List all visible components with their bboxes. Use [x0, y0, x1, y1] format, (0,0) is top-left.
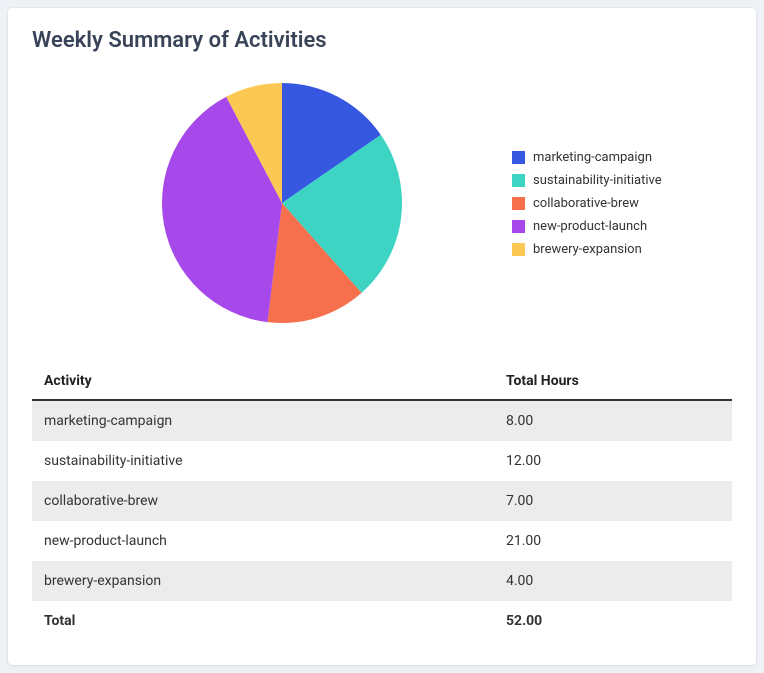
activity-cell: sustainability-initiative [32, 441, 494, 481]
hours-cell: 4.00 [494, 561, 732, 601]
legend-label: new-product-launch [533, 219, 647, 234]
legend-item: sustainability-initiative [512, 173, 662, 188]
table-row: new-product-launch21.00 [32, 521, 732, 561]
hours-cell: 21.00 [494, 521, 732, 561]
table-row: collaborative-brew7.00 [32, 481, 732, 521]
legend-label: marketing-campaign [533, 150, 652, 165]
legend-swatch [512, 220, 525, 233]
legend-item: collaborative-brew [512, 196, 662, 211]
table-header-row: Activity Total Hours [32, 363, 732, 400]
legend: marketing-campaign sustainability-initiat… [512, 150, 662, 257]
chart-row: marketing-campaign sustainability-initiat… [32, 73, 732, 353]
legend-label: brewery-expansion [533, 242, 642, 257]
table-row: sustainability-initiative12.00 [32, 441, 732, 481]
legend-item: new-product-launch [512, 219, 662, 234]
summary-card: Weekly Summary of Activities marketing-c… [8, 8, 756, 665]
activity-cell: marketing-campaign [32, 400, 494, 441]
col-hours-header: Total Hours [494, 363, 732, 400]
table-row: brewery-expansion4.00 [32, 561, 732, 601]
total-label: Total [32, 601, 494, 641]
legend-item: brewery-expansion [512, 242, 662, 257]
legend-swatch [512, 151, 525, 164]
activity-cell: new-product-launch [32, 521, 494, 561]
hours-cell: 12.00 [494, 441, 732, 481]
hours-cell: 8.00 [494, 400, 732, 441]
card-title: Weekly Summary of Activities [32, 28, 732, 53]
activity-cell: brewery-expansion [32, 561, 494, 601]
legend-swatch [512, 197, 525, 210]
legend-swatch [512, 243, 525, 256]
legend-swatch [512, 174, 525, 187]
activity-cell: collaborative-brew [32, 481, 494, 521]
table-total-row: Total 52.00 [32, 601, 732, 641]
total-value: 52.00 [494, 601, 732, 641]
legend-label: sustainability-initiative [533, 173, 662, 188]
activity-table: Activity Total Hours marketing-campaign8… [32, 363, 732, 641]
col-activity-header: Activity [32, 363, 494, 400]
legend-label: collaborative-brew [533, 196, 639, 211]
legend-item: marketing-campaign [512, 150, 662, 165]
pie-chart [152, 73, 412, 333]
hours-cell: 7.00 [494, 481, 732, 521]
table-row: marketing-campaign8.00 [32, 400, 732, 441]
